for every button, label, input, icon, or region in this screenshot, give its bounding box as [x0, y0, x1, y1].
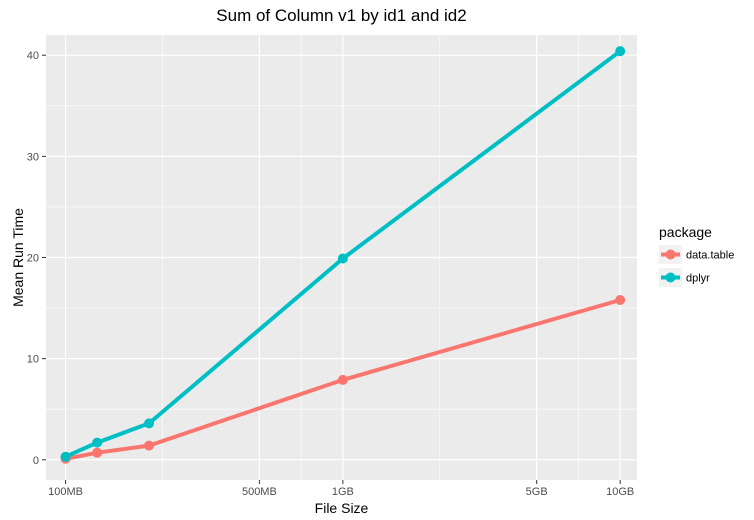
y-tick-label: 10 [27, 354, 39, 366]
data-point-data-table [615, 294, 626, 305]
legend: package data.table dplyr [659, 224, 734, 287]
x-tick-label: 5GB [526, 486, 548, 498]
series-dplyr [60, 46, 626, 462]
legend-label: data.table [686, 250, 734, 262]
y-axis: 0 10 20 30 40 [27, 50, 46, 467]
legend-key-point [665, 249, 676, 260]
data-point-dplyr [337, 253, 348, 264]
y-tick-label: 20 [27, 253, 39, 265]
data-point-data-table [92, 447, 103, 458]
x-axis-title: File Size [315, 500, 369, 516]
legend-title: package [659, 224, 712, 240]
y-axis-title: Mean Run Time [10, 208, 26, 307]
chart-title: Sum of Column v1 by id1 and id2 [216, 6, 466, 25]
series-layer [60, 46, 626, 464]
x-axis: 100MB 500MB 1GB 5GB 10GB [48, 480, 634, 498]
y-tick-label: 30 [27, 151, 39, 163]
data-point-data-table [337, 374, 348, 385]
data-point-dplyr [60, 451, 71, 462]
y-tick-label: 0 [33, 455, 39, 467]
data-point-dplyr [92, 437, 103, 448]
x-tick-label: 10GB [606, 486, 634, 498]
x-tick-label: 100MB [48, 486, 83, 498]
legend-key-point [665, 272, 676, 283]
data-point-data-table [144, 440, 155, 451]
x-tick-label: 1GB [332, 486, 354, 498]
x-tick-label: 500MB [242, 486, 277, 498]
legend-item-dplyr: dplyr [659, 268, 710, 287]
legend-item-data-table: data.table [659, 245, 734, 264]
data-point-dplyr [615, 46, 626, 57]
y-tick-label: 40 [27, 50, 39, 62]
legend-label: dplyr [686, 273, 710, 285]
data-point-dplyr [144, 418, 155, 429]
